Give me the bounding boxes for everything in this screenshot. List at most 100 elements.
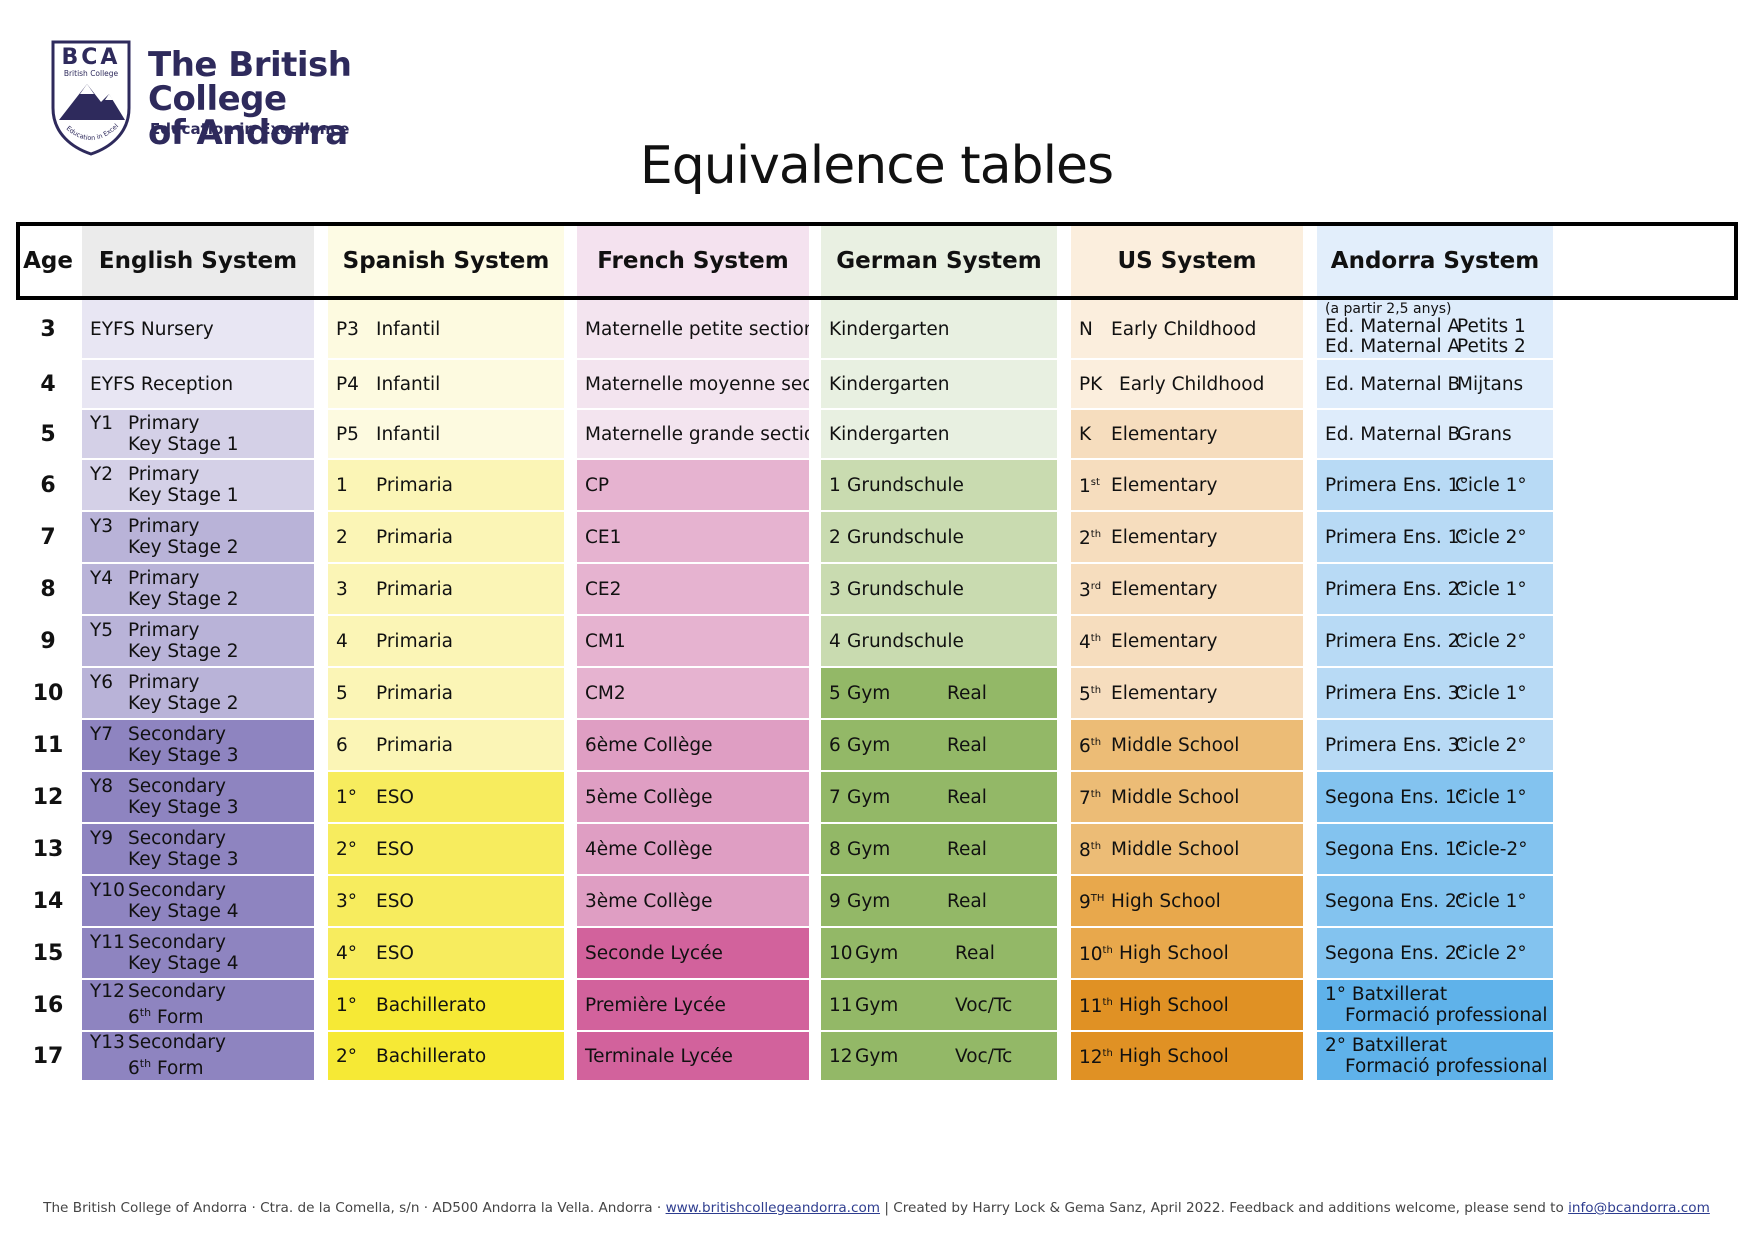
andorra-level: 2° Batxillerat	[1325, 1035, 1448, 1056]
english-stage: Y5 Primary Key Stage 2	[90, 620, 239, 662]
us-grade: 8th	[1079, 836, 1111, 862]
andorra-line: Ed. Maternal B Grans	[1325, 424, 1512, 445]
us-grade-sup: th	[1102, 997, 1113, 1009]
spanish-code: 3	[336, 578, 348, 600]
andorra-line: Ed. Maternal A Petits 1	[1325, 317, 1526, 337]
email-link[interactable]: info@bcandorra.com	[1568, 1200, 1710, 1216]
andorra-level: Primera Ens. 3°	[1325, 682, 1469, 704]
andorra-cycle: Mijtans	[1457, 373, 1524, 395]
us-grade-num: PK	[1079, 373, 1103, 395]
us-grade-num: N	[1079, 318, 1093, 340]
andorra-level: Segona Ens. 1°	[1325, 838, 1466, 860]
spanish-name: Infantil	[376, 373, 441, 395]
french-cell: CE2	[577, 564, 809, 614]
english-phase: Secondary	[128, 776, 226, 797]
andorra-level: Primera Ens. 2°	[1325, 630, 1469, 652]
spanish-name: Infantil	[376, 318, 441, 340]
spanish-name: Primaria	[376, 526, 454, 548]
us-cell: 1st Elementary	[1071, 460, 1303, 510]
english-keystage: Key Stage 4	[128, 953, 239, 974]
english-stage: Y12 Secondary 6th Form	[90, 981, 226, 1028]
andorra-line: Segona Ens. 1° Cicle-2°	[1325, 839, 1527, 860]
german-type: Gym	[847, 838, 891, 860]
german-num: 8	[829, 838, 841, 860]
andorra-stage: 1° Batxillerat Formació professional	[1325, 984, 1548, 1026]
english-phase: Primary	[128, 464, 200, 485]
german-type: Kindergarten	[829, 423, 950, 445]
age-cell: 8	[40, 576, 56, 602]
spanish-name: ESO	[376, 786, 414, 808]
andorra-cycle: Petits 2	[1457, 336, 1526, 357]
andorra-stage: Primera Ens. 3° Cicle 1°	[1325, 683, 1527, 704]
us-grade: 1st	[1079, 472, 1111, 498]
spanish-cell: 3 Primaria	[328, 564, 564, 614]
andorra-level: Primera Ens. 3°	[1325, 734, 1469, 756]
us-level: Elementary	[1111, 423, 1218, 445]
english-year: Y6	[90, 672, 114, 693]
us-cell: 6th Middle School	[1071, 720, 1303, 770]
english-line: Y12 Secondary	[90, 981, 226, 1002]
us-grade: N	[1079, 319, 1111, 340]
age-cell: 3	[40, 316, 56, 342]
spanish-cell: 6 Primaria	[328, 720, 564, 770]
english-cell: Y6 Primary Key Stage 2	[82, 668, 314, 718]
spanish-code: 4°	[336, 942, 358, 964]
andorra-level: Ed. Maternal A	[1325, 316, 1461, 337]
german-cell: 2 Grundschule	[821, 512, 1057, 562]
german-track: Real	[947, 734, 987, 756]
andorra-level: Formació professional	[1345, 1005, 1548, 1026]
us-cell: 8th Middle School	[1071, 824, 1303, 874]
andorra-cycle: Cicle-2°	[1455, 838, 1528, 860]
spanish-code: 3°	[336, 890, 358, 912]
english-cell: Y9 Secondary Key Stage 3	[82, 824, 314, 874]
german-track: Real	[947, 838, 987, 860]
andorra-cycle: Cicle 1°	[1455, 578, 1527, 600]
german-cell: 1 Grundschule	[821, 460, 1057, 510]
andorra-cell: Segona Ens. 1° Cicle-2°	[1317, 824, 1553, 874]
german-type: Gym	[847, 786, 891, 808]
english-line: Y3 Primary	[90, 516, 239, 537]
website-link[interactable]: www.britishcollegeandorra.com	[665, 1200, 881, 1216]
spanish-name: Primaria	[376, 682, 454, 704]
us-grade: PK	[1079, 374, 1119, 395]
german-cell: Kindergarten	[821, 300, 1057, 358]
andorra-line: 1° Batxillerat	[1325, 984, 1548, 1005]
andorra-stage: Segona Ens. 1° Cicle 1°	[1325, 787, 1527, 808]
age-cell: 5	[40, 421, 56, 447]
english-cell: Y13 Secondary 6th Form	[82, 1032, 314, 1080]
andorra-cell: Primera Ens. 2° Cicle 2°	[1317, 616, 1553, 666]
spanish-cell: 1° Bachillerato	[328, 980, 564, 1030]
us-level: Elementary	[1111, 630, 1218, 652]
us-grade-num: 10	[1079, 944, 1103, 966]
andorra-line: 2° Batxillerat	[1325, 1035, 1548, 1056]
andorra-cell: Primera Ens. 2° Cicle 1°	[1317, 564, 1553, 614]
age-cell: 17	[32, 1043, 64, 1069]
college-name: The British College of Andorra	[148, 48, 469, 150]
english-keystage: 6th Form	[90, 1053, 226, 1079]
spanish-code: 2°	[336, 1045, 358, 1067]
age-cell: 6	[40, 472, 56, 498]
german-cell: 10 Gym Real	[821, 928, 1057, 978]
andorra-level: Segona Ens. 1°	[1325, 786, 1466, 808]
college-name-line1: The British College	[148, 45, 352, 119]
andorra-cycle: Cicle 1°	[1455, 890, 1527, 912]
spanish-name: ESO	[376, 890, 414, 912]
english-cell: Y1 Primary Key Stage 1	[82, 410, 314, 458]
german-num: 7	[829, 786, 841, 808]
shield-crest-icon: BCA British College Education in Excelle…	[49, 38, 131, 156]
age-cell: 12	[32, 784, 64, 810]
us-cell: 3rd Elementary	[1071, 564, 1303, 614]
spanish-cell: 1° ESO	[328, 772, 564, 822]
german-cell: 7 Gym Real	[821, 772, 1057, 822]
us-grade: 11th	[1079, 992, 1119, 1018]
andorra-cell: 1° Batxillerat Formació professional	[1317, 980, 1553, 1030]
andorra-stage: Primera Ens. 1° Cicle 1°	[1325, 475, 1527, 496]
us-grade-sup: th	[1090, 685, 1102, 697]
english-line: Y8 Secondary	[90, 776, 239, 797]
andorra-line: Primera Ens. 2° Cicle 2°	[1325, 631, 1527, 652]
andorra-cell: Primera Ens. 3° Cicle 1°	[1317, 668, 1553, 718]
age-cell: 4	[40, 371, 56, 397]
us-grade-num: 3	[1079, 580, 1091, 602]
us-cell: 7th Middle School	[1071, 772, 1303, 822]
andorra-cell: Primera Ens. 3° Cicle 2°	[1317, 720, 1553, 770]
